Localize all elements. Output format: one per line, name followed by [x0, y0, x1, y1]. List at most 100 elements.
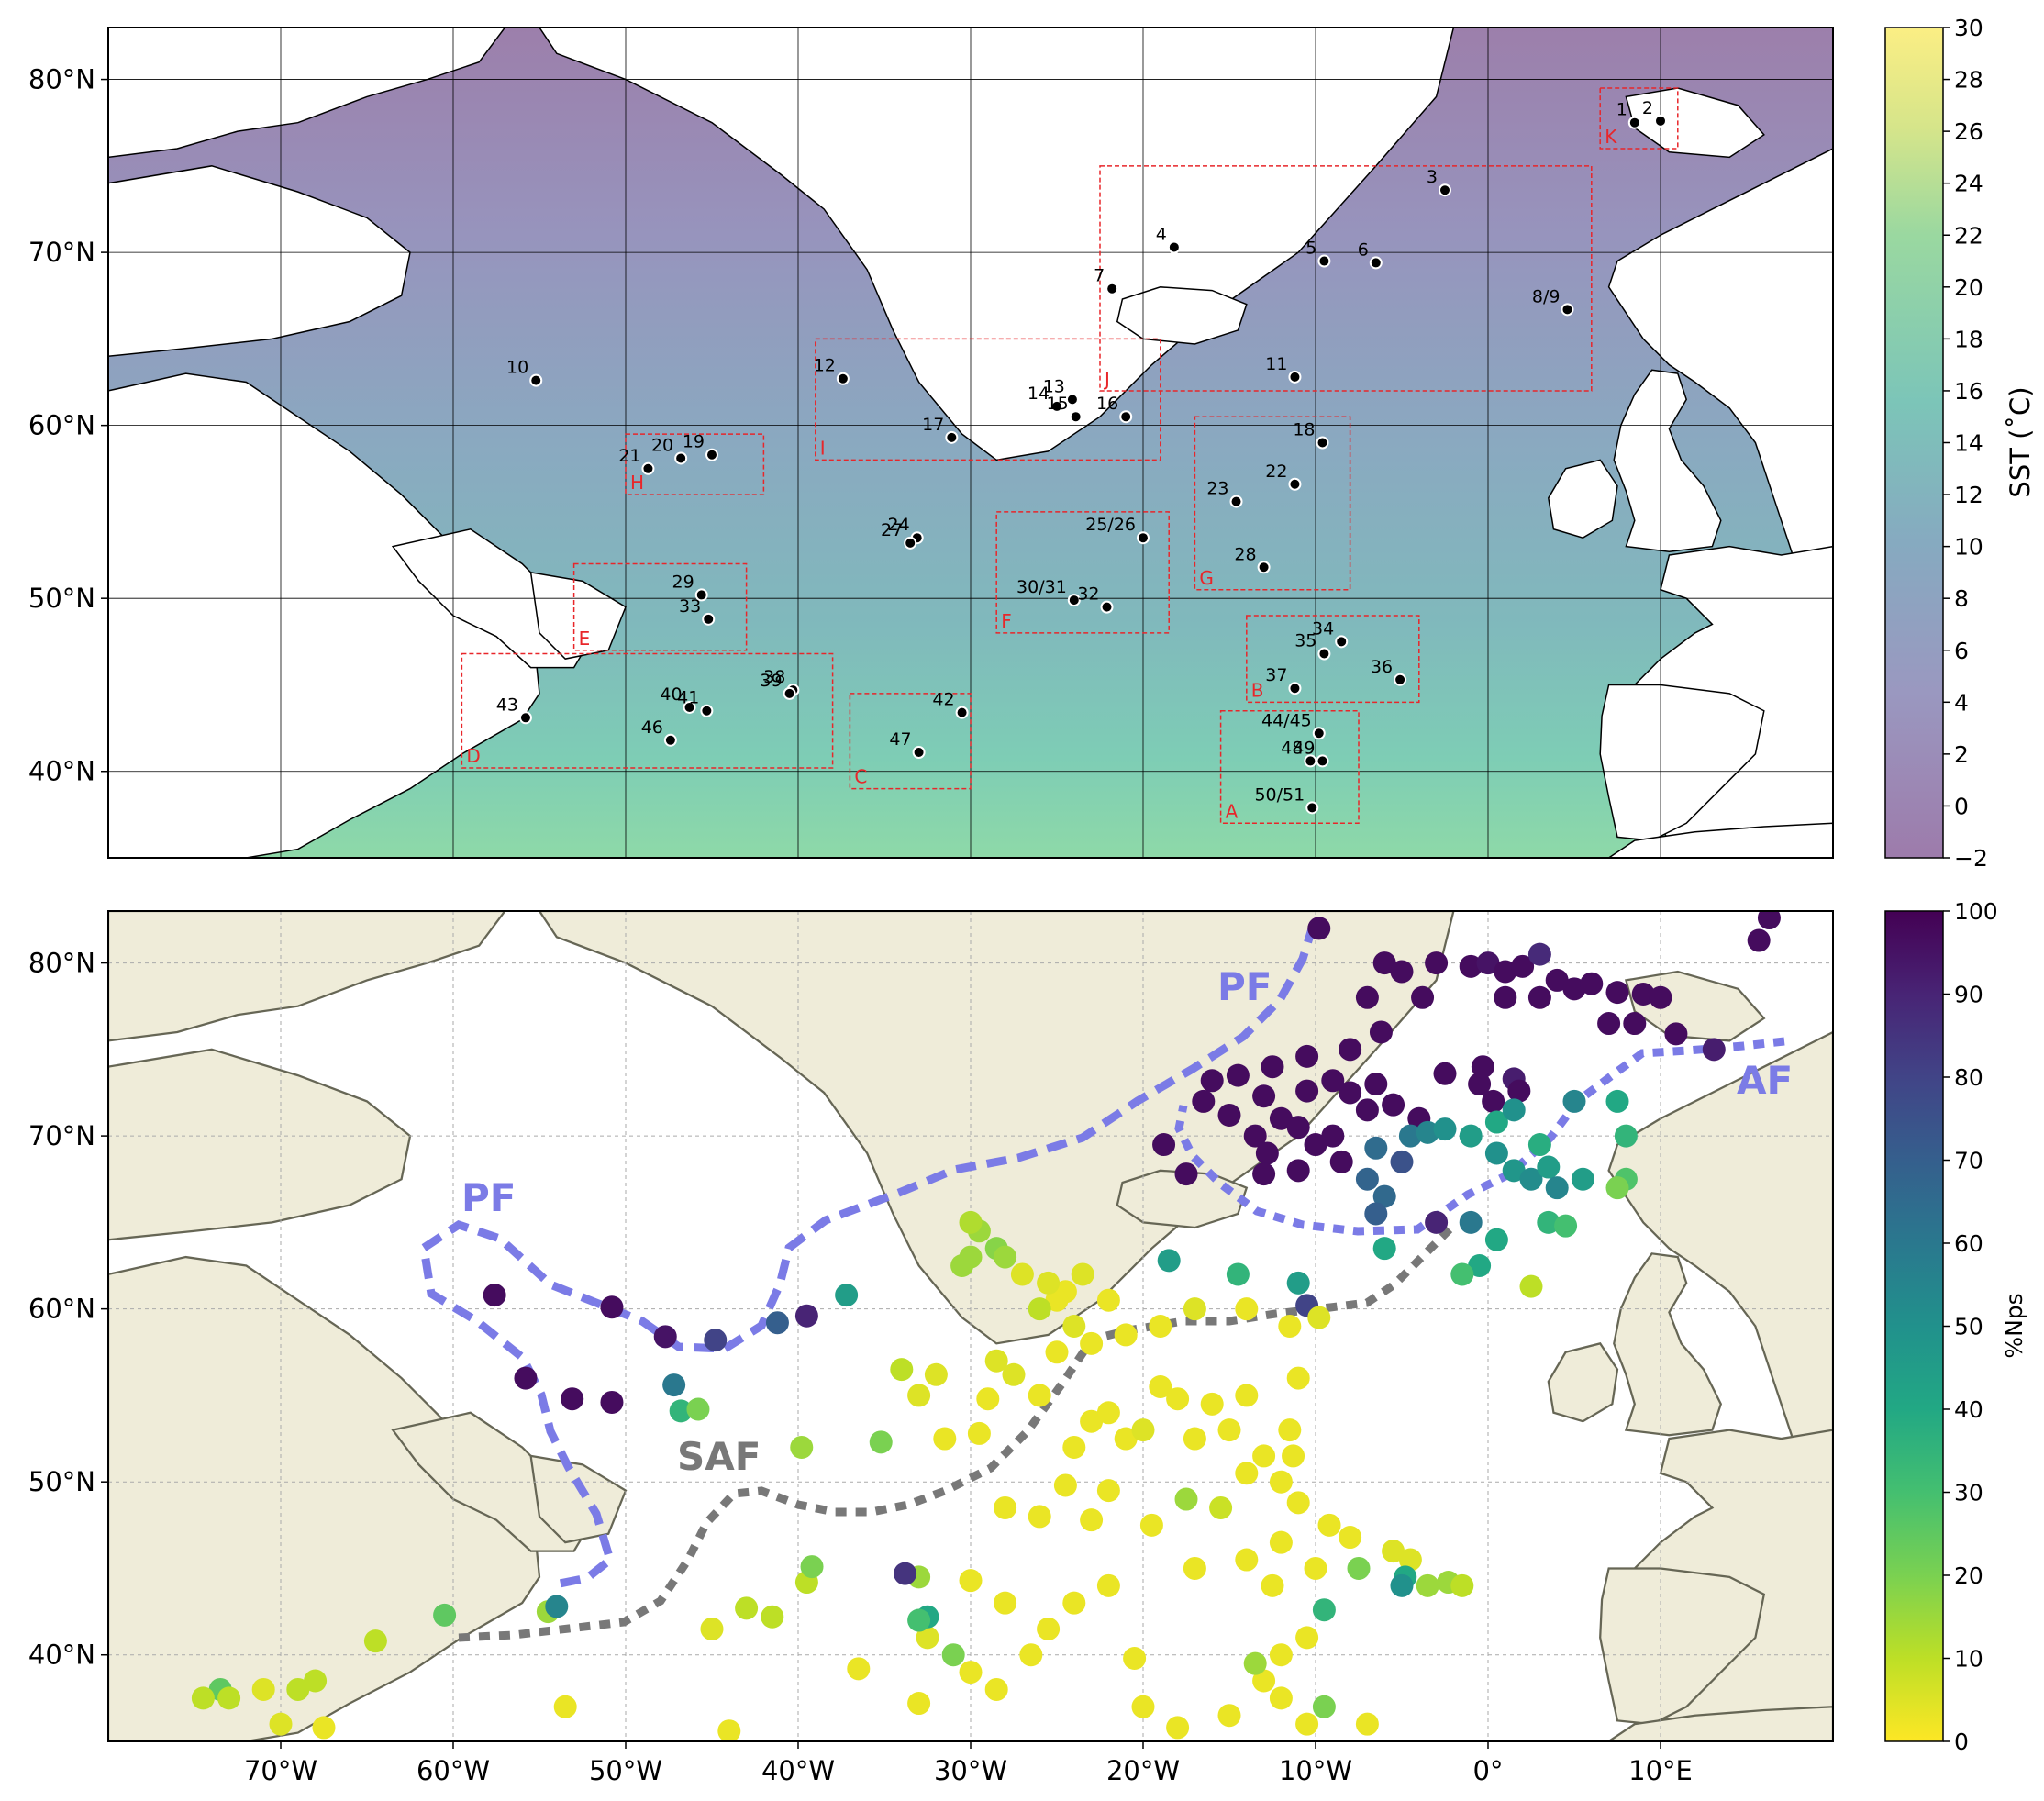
lon-tick-label: 20°W: [1106, 1755, 1180, 1786]
sample-point: [1282, 1444, 1305, 1468]
sample-point: [847, 1657, 871, 1681]
sample-point: [1200, 1069, 1224, 1093]
sample-point: [1037, 1271, 1061, 1295]
sample-point: [890, 1358, 914, 1382]
cbar-tick-label: 22: [1954, 222, 1983, 249]
lat-tick-label: 70°N: [28, 237, 95, 268]
station-label: 22: [1265, 461, 1287, 482]
sample-point: [959, 1210, 983, 1234]
sample-point: [1554, 1214, 1578, 1238]
front-label-pf-west: PF: [461, 1175, 516, 1220]
sample-point: [553, 1695, 577, 1718]
sample-point: [1416, 1573, 1439, 1597]
sample-point: [1339, 1526, 1362, 1550]
sample-point: [1450, 1573, 1474, 1597]
sample-point: [907, 1692, 931, 1716]
cbar-tick-label: 8: [1954, 585, 1969, 612]
sample-point: [984, 1677, 1008, 1701]
sample-point: [1459, 1210, 1483, 1234]
sample-point: [1295, 1044, 1319, 1068]
sample-point: [1252, 1162, 1276, 1186]
station-marker: [1065, 393, 1079, 406]
sample-point: [1045, 1288, 1069, 1312]
sample-point: [1614, 1124, 1638, 1148]
sample-point: [1071, 1262, 1094, 1286]
station-marker: [641, 461, 655, 475]
front-label-pf-east: PF: [1217, 964, 1272, 1009]
station-label: 12: [814, 356, 836, 376]
lon-tick-label: 10°W: [1279, 1755, 1352, 1786]
sample-point: [1416, 1120, 1439, 1144]
region-label: D: [466, 745, 480, 767]
region-box: [461, 652, 834, 769]
sample-point: [600, 1390, 624, 1414]
sample-point: [1200, 1392, 1224, 1416]
sample-point: [1390, 1573, 1414, 1597]
station-marker: [674, 451, 688, 465]
station-label: 47: [889, 729, 911, 750]
sample-point: [933, 1427, 957, 1451]
station-marker: [1305, 801, 1319, 815]
sample-point: [653, 1325, 677, 1349]
station-label: 28: [1234, 544, 1256, 564]
sample-point: [1307, 917, 1331, 940]
station-marker: [1394, 673, 1407, 686]
sample-point: [1307, 1306, 1331, 1329]
sample-point: [1459, 954, 1483, 978]
station-label: 24: [888, 515, 910, 535]
sample-point: [1471, 1055, 1494, 1079]
sample-point: [1605, 1176, 1629, 1200]
lon-tick-label: 70°W: [244, 1755, 317, 1786]
station-marker: [1317, 254, 1331, 268]
sample-point: [1398, 1548, 1422, 1572]
station-marker: [1229, 495, 1243, 508]
station-marker: [694, 588, 708, 602]
sample-point: [1623, 1012, 1647, 1036]
sample-point: [1507, 1079, 1531, 1103]
sample-point: [1317, 1513, 1341, 1537]
sample-point: [1372, 1237, 1396, 1261]
sample-point: [1174, 1162, 1198, 1186]
sample-point: [1149, 1374, 1172, 1398]
sample-point: [994, 1245, 1017, 1269]
sample-point: [1321, 1069, 1345, 1093]
sample-point: [1096, 1288, 1120, 1312]
sample-point: [1484, 1141, 1508, 1165]
sample-point: [1252, 1444, 1276, 1468]
sample-point: [1664, 1022, 1688, 1046]
station-label: 5: [1305, 239, 1316, 259]
sample-point: [794, 1304, 818, 1328]
sample-point: [1494, 985, 1517, 1009]
sample-point: [1304, 1133, 1327, 1157]
sample-point: [1605, 1089, 1629, 1113]
station-label: 15: [1046, 394, 1068, 414]
sample-point: [1339, 1081, 1362, 1105]
region-box: [815, 338, 1161, 461]
sample-point: [1183, 1427, 1206, 1451]
sample-point: [1631, 983, 1655, 1006]
sample-point: [1269, 1643, 1293, 1667]
region-label: G: [1199, 567, 1214, 589]
sample-point: [1347, 1556, 1371, 1580]
station-marker: [683, 700, 696, 714]
region-box: [1599, 87, 1679, 150]
cbar-tick-label: 70: [1954, 1148, 1983, 1174]
sample-point: [1747, 928, 1771, 952]
sample-point: [1019, 1643, 1043, 1667]
sample-point: [735, 1596, 759, 1620]
station-marker: [518, 711, 532, 725]
cbar-tick-label: 18: [1954, 326, 1983, 352]
sample-point: [1355, 1167, 1379, 1191]
cbar-tick-label: 26: [1954, 118, 1983, 145]
cbar-tick-label: 50: [1954, 1314, 1983, 1340]
sample-point: [984, 1349, 1008, 1373]
station-marker: [1137, 531, 1150, 545]
sample-point: [1545, 1176, 1569, 1200]
station-marker: [663, 733, 677, 747]
sample-points: [191, 911, 1781, 1741]
sample-point: [761, 1605, 784, 1629]
sample-point: [1519, 1167, 1543, 1191]
station-marker: [945, 430, 959, 444]
cbar-tick-label: 16: [1954, 378, 1983, 405]
